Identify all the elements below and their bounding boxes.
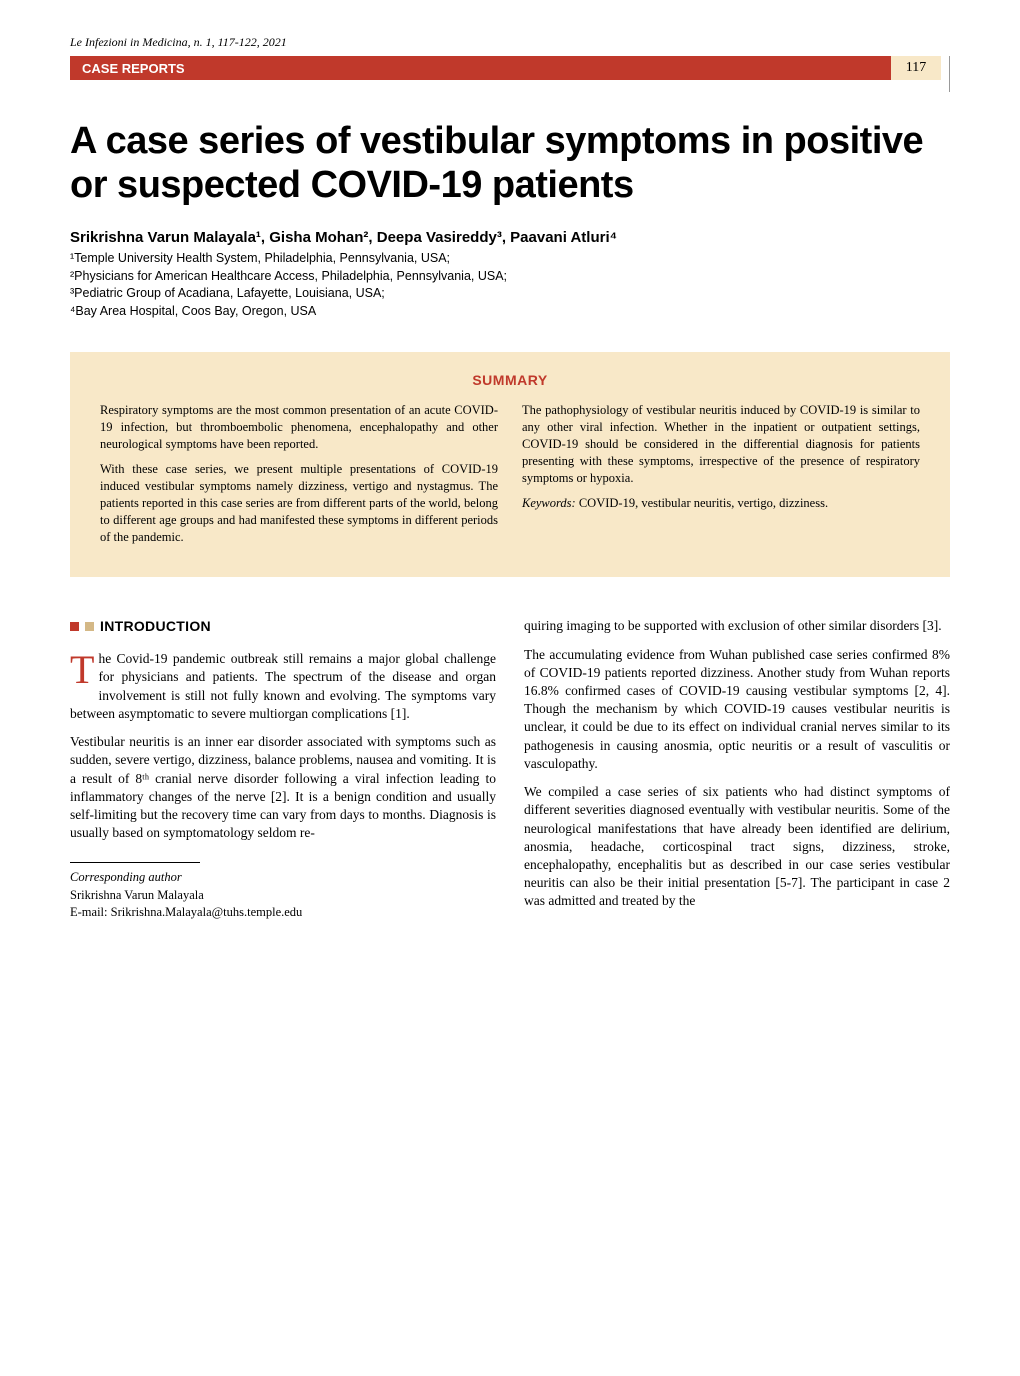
body-right-col: quiring imaging to be supported with exc… — [524, 617, 950, 922]
keywords-text: COVID-19, vestibular neuritis, vertigo, … — [576, 496, 828, 510]
article-title: A case series of vestibular symptoms in … — [70, 120, 950, 207]
summary-box: SUMMARY Respiratory symptoms are the mos… — [70, 352, 950, 577]
keywords: Keywords: COVID-19, vestibular neuritis,… — [522, 495, 920, 512]
right-p1: quiring imaging to be supported with exc… — [524, 617, 950, 635]
journal-reference: Le Infezioni in Medicina, n. 1, 117-122,… — [70, 35, 950, 50]
header-bar: CASE REPORTS 117 — [70, 56, 950, 80]
corresponding-name: Srikrishna Varun Malayala — [70, 888, 204, 902]
affiliation-4: ⁴Bay Area Hospital, Coos Bay, Oregon, US… — [70, 303, 950, 321]
right-p3: We compiled a case series of six patient… — [524, 783, 950, 911]
dropcap: T — [70, 650, 98, 687]
page-number: 117 — [891, 56, 941, 80]
summary-left-p2: With these case series, we present multi… — [100, 461, 498, 545]
affiliations: ¹Temple University Health System, Philad… — [70, 250, 950, 320]
footnote-rule — [70, 862, 200, 863]
summary-right-col: The pathophysiology of vestibular neurit… — [522, 402, 920, 553]
square-red-icon — [70, 622, 79, 631]
intro-header: INTRODUCTION — [70, 617, 496, 636]
right-p2: The accumulating evidence from Wuhan pub… — [524, 646, 950, 774]
summary-left-col: Respiratory symptoms are the most common… — [100, 402, 498, 553]
summary-heading: SUMMARY — [100, 372, 920, 388]
intro-heading: INTRODUCTION — [100, 617, 211, 636]
section-label: CASE REPORTS — [70, 56, 891, 80]
body-left-col: INTRODUCTION The Covid-19 pandemic outbr… — [70, 617, 496, 922]
header-rule — [949, 56, 950, 92]
affiliation-3: ³Pediatric Group of Acadiana, Lafayette,… — [70, 285, 950, 303]
body-columns: INTRODUCTION The Covid-19 pandemic outbr… — [70, 617, 950, 922]
summary-columns: Respiratory symptoms are the most common… — [100, 402, 920, 553]
intro-p1-rest: he Covid-19 pandemic outbreak still rema… — [70, 651, 496, 721]
corresponding-label: Corresponding author — [70, 870, 182, 884]
keywords-label: Keywords: — [522, 496, 576, 510]
affiliation-2: ²Physicians for American Healthcare Acce… — [70, 268, 950, 286]
intro-p2: Vestibular neuritis is an inner ear diso… — [70, 733, 496, 842]
corresponding-email: E-mail: Srikrishna.Malayala@tuhs.temple.… — [70, 905, 302, 919]
affiliation-1: ¹Temple University Health System, Philad… — [70, 250, 950, 268]
intro-p1: The Covid-19 pandemic outbreak still rem… — [70, 650, 496, 723]
summary-left-p1: Respiratory symptoms are the most common… — [100, 402, 498, 453]
summary-right-p1: The pathophysiology of vestibular neurit… — [522, 402, 920, 486]
corresponding-author: Corresponding author Srikrishna Varun Ma… — [70, 869, 496, 922]
square-tan-icon — [85, 622, 94, 631]
authors-line: Srikrishna Varun Malayala¹, Gisha Mohan²… — [70, 229, 950, 246]
